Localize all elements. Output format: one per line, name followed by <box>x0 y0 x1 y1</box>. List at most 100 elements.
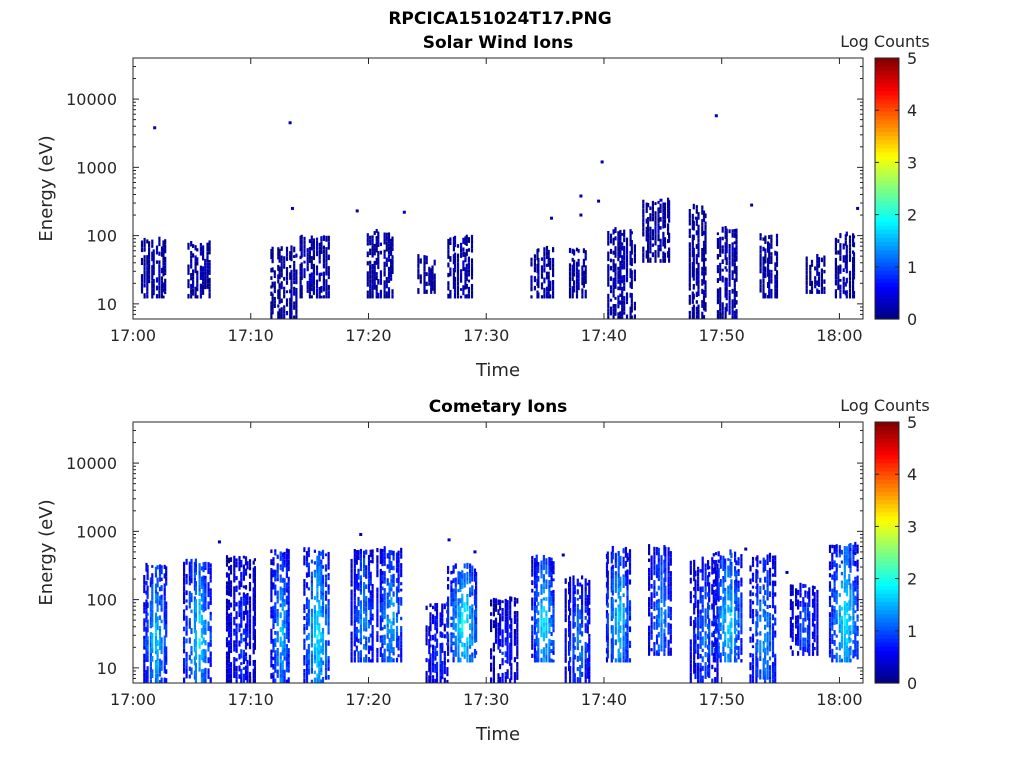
data-cell <box>367 560 371 567</box>
data-cell <box>447 285 450 291</box>
data-cell <box>667 561 670 567</box>
data-cell <box>649 215 652 222</box>
data-cell <box>276 569 279 574</box>
data-cell <box>307 649 310 655</box>
data-cell <box>667 591 670 596</box>
data-cell <box>457 645 460 652</box>
data-cell <box>227 605 231 610</box>
data-cell <box>490 624 493 630</box>
data-cell <box>694 649 697 654</box>
data-cell <box>586 619 589 626</box>
data-cell <box>504 675 507 680</box>
data-cell <box>290 280 293 287</box>
data-cell <box>545 625 548 631</box>
data-cell <box>657 217 660 224</box>
data-cell <box>290 294 293 300</box>
data-cell <box>548 557 551 564</box>
data-cell <box>716 581 719 586</box>
data-cell <box>702 315 706 319</box>
data-cell <box>660 610 663 614</box>
data-cell <box>204 258 207 263</box>
data-cell <box>465 294 468 299</box>
data-cell <box>240 616 243 620</box>
data-cell <box>552 593 555 597</box>
data-cell <box>688 242 691 248</box>
data-cell <box>607 251 610 257</box>
data-cell <box>714 667 717 672</box>
data-cell <box>770 237 773 244</box>
data-cell <box>143 270 146 276</box>
data-cell <box>702 277 706 280</box>
data-cell <box>549 294 552 299</box>
data-cell <box>775 233 779 239</box>
data-cell <box>648 644 651 651</box>
data-cell <box>158 285 161 291</box>
data-cell <box>391 242 394 248</box>
data-cell <box>630 282 633 289</box>
data-cell <box>550 557 553 561</box>
data-cell <box>619 300 622 305</box>
data-cell <box>320 295 323 299</box>
data-cell <box>325 247 328 252</box>
data-cell <box>229 621 233 626</box>
data-cell <box>183 626 186 632</box>
data-cell <box>645 253 648 259</box>
data-cell <box>764 293 767 299</box>
data-cell <box>318 650 321 655</box>
data-cell <box>281 592 284 597</box>
colorbar-segment <box>875 298 899 304</box>
data-cell <box>148 274 151 280</box>
data-cell <box>383 253 386 259</box>
data-cell <box>379 638 382 643</box>
data-cell <box>617 312 620 316</box>
data-cell <box>584 591 587 598</box>
data-point <box>694 216 698 220</box>
data-cell <box>316 621 319 626</box>
data-cell <box>460 248 463 253</box>
data-cell <box>325 235 328 242</box>
data-cell <box>582 280 585 285</box>
data-cell <box>441 648 444 653</box>
data-cell <box>252 621 255 625</box>
data-cell <box>280 272 283 278</box>
data-cell <box>471 622 474 627</box>
data-cell <box>510 656 513 660</box>
data-cell <box>324 613 328 620</box>
data-cell <box>359 585 362 589</box>
colorbar-segment <box>875 58 899 63</box>
data-cell <box>552 596 555 603</box>
data-cell <box>494 623 498 628</box>
data-cell <box>606 640 609 644</box>
data-cell <box>452 652 455 657</box>
data-cell <box>810 280 814 287</box>
data-cell <box>492 623 495 629</box>
data-cell <box>619 637 622 643</box>
data-cell <box>475 571 478 576</box>
data-cell <box>441 632 444 638</box>
data-cell <box>731 251 734 258</box>
data-cell <box>165 651 168 657</box>
data-cell <box>612 237 615 243</box>
data-cell <box>321 601 325 606</box>
data-cell <box>626 575 629 579</box>
data-cell <box>653 642 656 646</box>
data-cell <box>390 582 393 588</box>
data-cell <box>321 605 325 610</box>
data-cell <box>151 268 154 273</box>
data-cell <box>312 255 315 261</box>
data-cell <box>272 672 275 676</box>
data-cell <box>581 624 584 628</box>
data-cell <box>140 261 144 265</box>
data-cell <box>712 567 715 574</box>
burst-12 <box>605 545 632 663</box>
data-cell <box>664 636 667 642</box>
data-cell <box>450 632 453 635</box>
data-cell <box>617 607 620 613</box>
data-cell <box>688 310 691 315</box>
data-cell <box>287 664 290 669</box>
data-cell <box>202 562 205 566</box>
data-cell <box>648 631 651 637</box>
data-cell <box>653 626 656 630</box>
data-cell <box>719 311 722 316</box>
data-cell <box>303 626 306 631</box>
